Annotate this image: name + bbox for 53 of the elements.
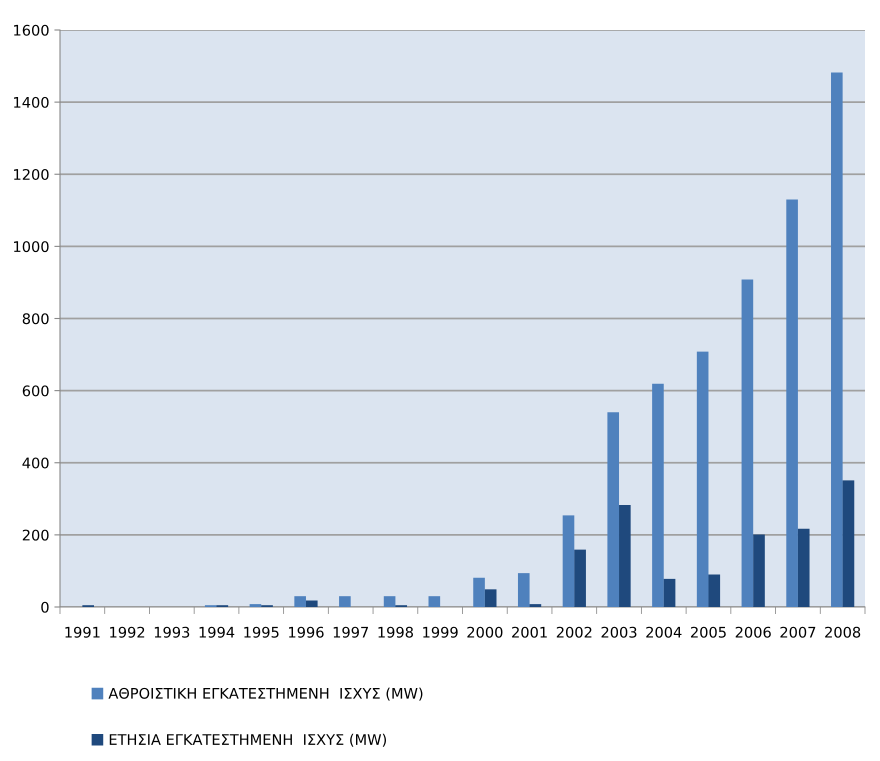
x-tick-label: 1992: [110, 626, 144, 638]
bar: [384, 596, 396, 607]
x-tick-label: 1991: [65, 626, 100, 638]
y-tick-label: 1600: [14, 24, 49, 36]
bar: [518, 573, 530, 607]
bar: [473, 578, 485, 607]
bar: [250, 604, 262, 607]
x-tick-label: 1998: [378, 626, 413, 638]
bar: [798, 528, 810, 607]
bar: [619, 504, 631, 607]
x-tick-label: 2007: [780, 626, 816, 638]
bar: [339, 596, 351, 607]
bar: [753, 534, 765, 607]
bar: [842, 480, 854, 607]
bar: [696, 352, 708, 607]
bar: [294, 596, 306, 607]
legend-label: ΑΘΡΟΙΣΤΙΚΗ ΕΓΚΑΤΕΣΤΗΜΕΝΗ ΙΣΧΥΣ (MW): [108, 688, 422, 701]
y-tick-label: 1400: [14, 96, 49, 108]
x-tick-label: 2005: [690, 626, 726, 638]
x-tick-label: 2000: [467, 626, 502, 638]
y-tick-label: 0: [41, 602, 49, 613]
x-tick-label: 2001: [512, 626, 547, 638]
x-tick-label: 1994: [200, 626, 234, 638]
bar: [664, 578, 676, 607]
bar: [831, 72, 843, 607]
x-tick-label: 1997: [334, 626, 368, 638]
x-tick-label: 2006: [736, 626, 771, 638]
y-tick-label: 200: [22, 530, 49, 541]
x-tick-label: 2008: [825, 626, 860, 638]
legend-label: ΕΤΗΣΙΑ ΕΓΚΑΤΕΣΤΗΜΕΝΗ ΙΣΧΥΣ (MW): [110, 734, 386, 747]
x-tick-label: 2003: [602, 626, 636, 638]
x-tick-label: 1995: [244, 626, 279, 638]
bar: [530, 604, 542, 607]
bar: [574, 550, 586, 607]
bar: [742, 280, 754, 607]
bar: [428, 596, 440, 607]
x-tick-label: 1993: [154, 626, 190, 638]
y-tick-label: 1200: [14, 168, 49, 180]
y-tick-label: 800: [22, 313, 49, 324]
bar: [306, 600, 318, 607]
x-tick-label: 1996: [289, 626, 324, 638]
bar: [484, 589, 496, 607]
bar: [786, 199, 798, 607]
y-tick-label: 400: [22, 457, 49, 468]
y-tick-label: 1000: [14, 241, 49, 252]
y-tick-label: 600: [22, 385, 49, 396]
x-tick-label: 2004: [646, 626, 682, 638]
bar: [607, 412, 620, 607]
x-tick-label: 2002: [556, 626, 592, 638]
bar: [562, 515, 574, 607]
x-tick-label: 1999: [423, 626, 458, 638]
bar: [708, 574, 720, 607]
bar: [652, 384, 664, 607]
